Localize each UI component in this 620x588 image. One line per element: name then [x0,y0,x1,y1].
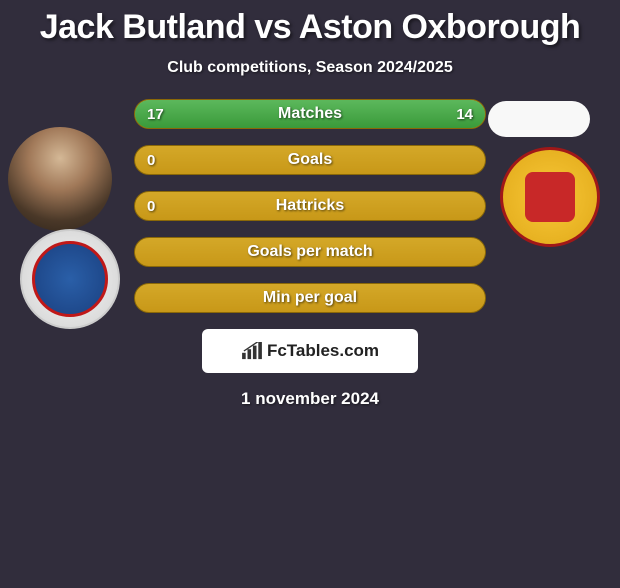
stat-value-left: 0 [147,146,155,174]
stat-bars: Matches1714Goals0Hattricks0Goals per mat… [134,97,486,313]
chart-icon [241,342,263,360]
snapshot-date: 1 november 2024 [0,389,620,409]
stat-bar: Hattricks0 [134,191,486,221]
club-right-badge [500,147,600,247]
stat-bar-label: Matches [135,100,485,128]
player-left-avatar [8,127,112,231]
club-left-badge [20,229,120,329]
comparison-subtitle: Club competitions, Season 2024/2025 [0,59,620,77]
stat-value-right: 14 [456,100,473,128]
stat-bar: Matches17 14 [134,99,486,129]
stat-bar: Goals0 [134,145,486,175]
stat-bar: Goals per match [134,237,486,267]
watermark: FcTables.com [202,329,418,373]
stat-bar-label: Goals [135,146,485,174]
stat-bar-label: Hattricks [135,192,485,220]
comparison-title: Jack Butland vs Aston Oxborough [0,8,620,47]
stat-value-left: 0 [147,192,155,220]
stat-bar-label: Goals per match [135,238,485,266]
stat-bar: Min per goal [134,283,486,313]
watermark-text: FcTables.com [267,341,379,361]
player-right-avatar [488,101,590,137]
stat-bar-label: Min per goal [135,284,485,312]
stat-value-left: 17 [147,100,164,128]
comparison-content: Matches1714Goals0Hattricks0Goals per mat… [0,97,620,409]
